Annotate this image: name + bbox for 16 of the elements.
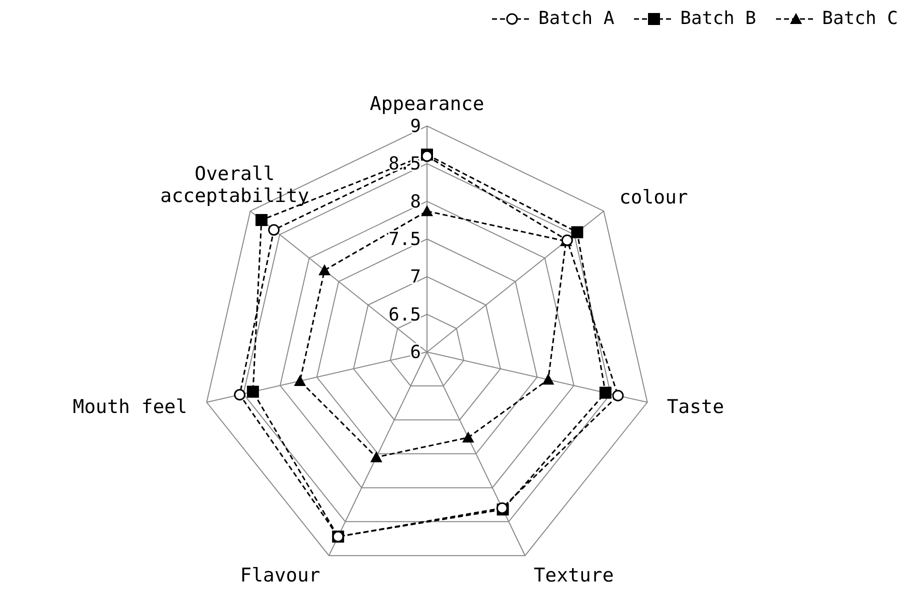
- spoke-label: Texture: [534, 564, 614, 586]
- legend-label: Batch C: [821, 8, 898, 29]
- y-tick-label: 9: [410, 116, 421, 137]
- spoke-label: Mouth feel: [72, 396, 188, 418]
- spoke-label: Overall acceptability: [160, 162, 310, 207]
- legend-label: Batch A: [537, 8, 614, 29]
- spoke-label: colour: [619, 186, 688, 208]
- y-tick-label: 7: [410, 266, 421, 288]
- spoke-label: Appearance: [370, 93, 484, 115]
- y-tick-label: 6: [410, 342, 421, 363]
- legend-label: Batch B: [679, 8, 756, 29]
- spoke-label: Flavour: [240, 564, 320, 586]
- y-tick-label: 8: [410, 191, 421, 212]
- y-tick-label: 6.5: [388, 304, 421, 326]
- spoke-label: Taste: [666, 396, 724, 418]
- y-tick-label: 7.5: [388, 229, 421, 250]
